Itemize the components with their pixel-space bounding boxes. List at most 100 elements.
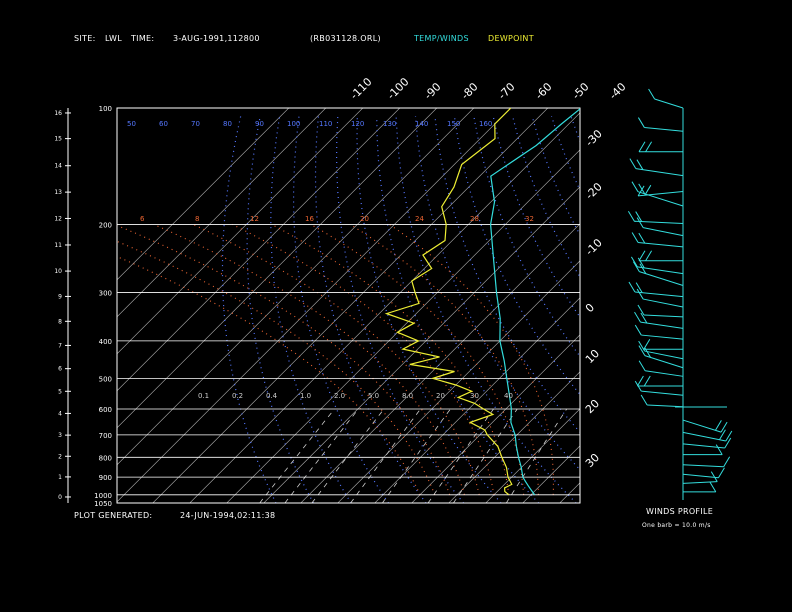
top-temp-label-group: -110: [348, 75, 375, 102]
pressure-label: 500: [99, 375, 112, 383]
wind-barb-flag: [644, 347, 652, 358]
top-temp-label-group: -100: [385, 75, 412, 102]
right-temp-label-group: 30: [583, 451, 602, 470]
height-label: 6: [58, 366, 62, 373]
wind-barb-flag: [637, 117, 645, 128]
pressure-label: 800: [99, 454, 112, 462]
mixing-ratio-label: 0.2: [232, 392, 243, 400]
wind-barb-flag: [636, 217, 644, 228]
top-temp-label-group: -70: [496, 80, 518, 102]
wind-barb-flag: [638, 360, 646, 371]
dry-adiabat: [293, 116, 389, 503]
wind-barb-flag: [638, 250, 646, 262]
top-temp-label: -60: [533, 80, 555, 102]
dry-adiabat-label: 70: [191, 120, 200, 128]
height-label: 14: [54, 163, 62, 170]
file-name: (RB031128.ORL): [310, 34, 381, 43]
moist-adiabat: [117, 224, 451, 495]
wind-barb-flag: [638, 232, 646, 244]
top-temp-label: -110: [348, 75, 375, 102]
wind-barb-flag: [637, 304, 645, 316]
top-temp-label-group: -90: [422, 80, 444, 102]
isotherm-line: [411, 334, 580, 503]
top-temp-label-group: -40: [607, 80, 629, 102]
dry-adiabat-label: 130: [383, 120, 396, 128]
isotherm-line: [117, 108, 475, 466]
top-temp-label-group: -80: [459, 80, 481, 102]
dry-adiabat: [492, 116, 580, 319]
height-label: 2: [58, 453, 62, 460]
dry-adiabat: [434, 116, 580, 434]
plot-generated-value: 24-JUN-1994,02:11:38: [180, 511, 276, 520]
isotherm-line: [226, 149, 580, 503]
dry-adiabat: [473, 116, 580, 358]
wind-barb-flag: [645, 141, 653, 152]
pressure-label: 400: [99, 338, 112, 346]
wind-barb-flag: [636, 375, 644, 387]
wind-barb-flag: [627, 210, 635, 222]
right-temp-label-group: -30: [583, 127, 605, 149]
pressure-label: 100: [99, 105, 112, 113]
dry-adiabat: [629, 116, 792, 503]
winds-profile-title: WINDS PROFILE: [646, 507, 714, 516]
wind-barb: [639, 271, 684, 286]
height-label: 16: [54, 110, 62, 117]
top-temp-label-group: -50: [570, 80, 592, 102]
height-label: 0: [58, 494, 62, 501]
height-label: 9: [58, 293, 62, 300]
dry-adiabat-label: 50: [127, 120, 136, 128]
wind-barb-flag: [645, 250, 653, 262]
pressure-label: 1050: [94, 500, 112, 508]
winds-profile-note: One barb = 10.0 m/s: [642, 522, 711, 529]
dry-adiabat: [512, 116, 580, 279]
wind-barb: [682, 481, 718, 484]
isotherm-line: [117, 108, 401, 392]
wind-barb-flag: [637, 185, 645, 197]
mixing-ratio-label: 5.0: [368, 392, 379, 400]
wind-barb: [634, 291, 684, 298]
time-label: TIME:: [131, 34, 155, 43]
dry-adiabat-label: 100: [287, 120, 300, 128]
isotherm-line: [263, 186, 580, 503]
wind-barb-flag: [710, 471, 718, 482]
right-temp-label-group: 0: [583, 301, 597, 315]
wind-barb: [682, 473, 719, 479]
right-temp-label: 0: [583, 301, 597, 315]
wind-barb-flag: [715, 444, 723, 455]
wind-barb-flag: [634, 311, 641, 323]
wind-barb-flag: [640, 312, 648, 324]
right-temp-label-group: 10: [583, 347, 602, 366]
mixing-ratio-line: [427, 408, 494, 503]
wind-barb: [682, 419, 722, 433]
isotherm-line: [485, 408, 580, 503]
wind-barb-flag: [637, 257, 645, 269]
dry-adiabat: [246, 116, 314, 503]
mixing-ratio-label: 30: [470, 392, 479, 400]
height-label: 11: [54, 242, 62, 249]
mixing-ratio-label: 0.4: [266, 392, 278, 400]
wind-barb: [635, 168, 684, 177]
mixing-ratio-label: 20: [436, 392, 445, 400]
height-label: 8: [58, 318, 62, 325]
wind-barb: [644, 127, 684, 132]
wind-barb: [643, 227, 684, 237]
dry-adiabat: [356, 116, 502, 503]
dry-adiabat: [570, 115, 580, 143]
dry-adiabat: [707, 116, 792, 503]
isotherm-line: [189, 112, 580, 503]
right-temp-label-group: 20: [583, 397, 602, 416]
moist-adiabat-label: 20: [360, 215, 369, 223]
dry-adiabat: [668, 116, 792, 503]
moist-adiabat: [117, 255, 421, 496]
wind-barb-flag: [648, 88, 656, 100]
dry-adiabat-label: 80: [223, 120, 232, 128]
dry-adiabat-label: 160: [479, 120, 492, 128]
dry-adiabat-label: 150: [447, 120, 460, 128]
moist-adiabat-label: 16: [305, 215, 314, 223]
right-temp-label: -20: [583, 180, 605, 202]
right-temp-label-group: -20: [583, 180, 605, 202]
wind-barb-flag: [635, 211, 643, 222]
legend-temp-winds: TEMP/WINDS: [414, 34, 469, 43]
isotherm-line: [117, 108, 512, 503]
right-temp-label: -10: [583, 236, 605, 258]
